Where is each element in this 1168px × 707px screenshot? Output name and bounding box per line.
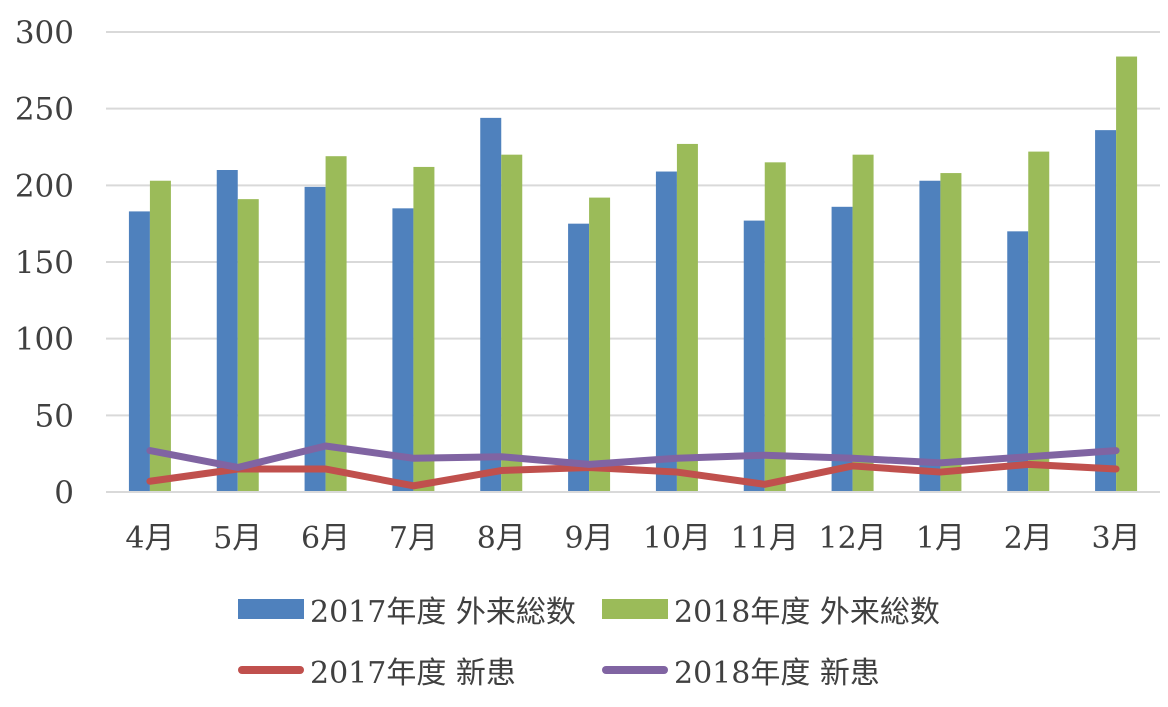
legend-swatch-2017-total	[238, 599, 304, 619]
bar-2017	[304, 186, 326, 492]
bar-2017	[392, 208, 414, 493]
y-axis-ticks: 0 50 100 150 200 250 300	[15, 15, 74, 511]
x-tick-label: 1月	[916, 521, 965, 556]
bar-2018	[237, 199, 259, 492]
bar-2018	[1028, 151, 1050, 492]
bar-2018	[149, 180, 171, 492]
x-tick-label: 12月	[818, 521, 886, 556]
bar-2017	[831, 206, 853, 493]
bar-2018	[852, 154, 874, 492]
x-tick-label: 10月	[643, 521, 711, 556]
legend-swatch-2017-new	[238, 666, 304, 674]
bar-2018	[940, 173, 962, 493]
legend-label-2018-total: 2018年度 外来総数	[674, 595, 940, 630]
legend-label-2017-new: 2017年度 新患	[310, 656, 516, 691]
bar-2017	[743, 220, 765, 492]
line-2018-new	[146, 442, 1120, 471]
gridlines	[106, 31, 1160, 417]
bar-2018	[413, 166, 435, 492]
bar-2017	[1095, 130, 1117, 492]
x-tick-label: 7月	[389, 521, 438, 556]
bar-2018	[676, 143, 698, 492]
y-tick-label: 200	[15, 168, 74, 204]
bars	[128, 56, 1138, 493]
y-tick-label: 150	[15, 245, 74, 281]
x-tick-label: 9月	[565, 521, 614, 556]
bar-2017	[919, 180, 941, 492]
lines	[146, 442, 1120, 490]
bar-2017	[655, 171, 677, 493]
y-tick-label: 50	[35, 398, 74, 434]
bar-2018	[1116, 56, 1138, 493]
bar-2018	[589, 197, 611, 492]
x-axis-ticks: 4月 5月 6月 7月 8月 9月 10月 11月 12月 1月 2月 3月	[125, 521, 1140, 556]
x-tick-label: 11月	[731, 521, 799, 556]
bar-2018	[501, 154, 523, 492]
bar-2018	[325, 156, 347, 492]
bar-2017	[216, 170, 238, 492]
legend-item-2018-total: 2018年度 外来総数	[602, 587, 940, 631]
x-tick-label: 6月	[301, 521, 350, 556]
x-tick-label: 3月	[1092, 521, 1141, 556]
legend-label-2017-total: 2017年度 外来総数	[310, 595, 576, 630]
legend-swatch-2018-new	[602, 666, 668, 674]
y-tick-label: 0	[54, 475, 74, 511]
legend-item-2018-new: 2018年度 新患	[602, 648, 880, 692]
legend-item-2017-total: 2017年度 外来総数	[238, 587, 576, 631]
x-tick-label: 2月	[1004, 521, 1053, 556]
x-tick-label: 8月	[477, 521, 526, 556]
bar-2017	[480, 117, 502, 492]
legend-item-2017-new: 2017年度 新患	[238, 648, 516, 692]
x-tick-label: 4月	[125, 521, 174, 556]
y-tick-label: 100	[15, 322, 74, 358]
y-tick-label: 300	[15, 15, 74, 51]
x-tick-label: 5月	[213, 521, 262, 556]
legend-swatch-2018-total	[602, 599, 668, 619]
legend-label-2018-new: 2018年度 新患	[674, 656, 880, 691]
line-2017-new	[146, 460, 1120, 490]
y-tick-label: 250	[15, 92, 74, 128]
bar-2017	[1007, 231, 1029, 493]
bar-2017	[128, 211, 150, 492]
bar-2018	[764, 162, 786, 493]
bar-2017	[568, 223, 590, 492]
